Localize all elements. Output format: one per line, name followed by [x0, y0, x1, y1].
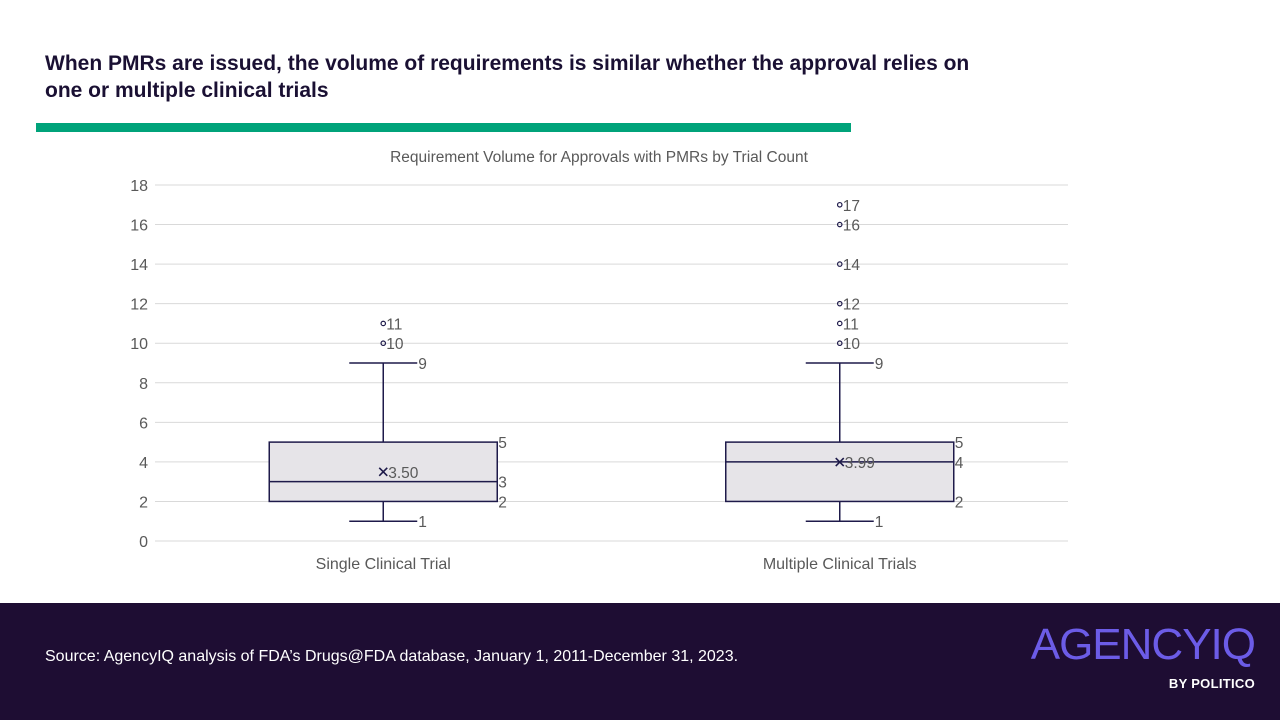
- outlier-point: [836, 261, 843, 267]
- y-tick-label: 4: [139, 455, 148, 472]
- y-tick-label: 18: [130, 178, 148, 195]
- min-label: 1: [875, 514, 884, 531]
- mean-marker: [835, 457, 845, 467]
- iqr-box: [725, 441, 955, 503]
- box-group-0: 9 1 5 2 3 3.50 10 11: [268, 316, 507, 531]
- accent-divider: [36, 123, 851, 132]
- y-tick-label: 0: [139, 534, 148, 551]
- outlier-point: [836, 201, 843, 208]
- median-label: 4: [955, 455, 964, 472]
- source-note: Source: AgencyIQ analysis of FDA’s Drugs…: [45, 648, 739, 665]
- outlier-point: [836, 221, 843, 228]
- q1-label: 2: [955, 494, 964, 511]
- outlier-label: 12: [843, 297, 860, 314]
- outlier-label: 10: [386, 336, 404, 353]
- y-tick-label: 10: [130, 336, 148, 353]
- outlier-label: 11: [843, 316, 859, 333]
- mean-marker: [378, 467, 388, 477]
- outlier-point: [380, 340, 387, 347]
- min-label: 1: [418, 514, 427, 531]
- box-plot-chart: Requirement Volume for Approvals with PM…: [130, 149, 1068, 573]
- x-category-label: Single Clinical Trial: [316, 556, 451, 573]
- mean-label: 3.50: [388, 465, 419, 482]
- outlier-label: 14: [843, 257, 861, 274]
- outlier-point: [836, 300, 843, 307]
- y-tick-label: 14: [130, 257, 148, 274]
- mean-label: 3.99: [845, 455, 875, 472]
- y-tick-label: 6: [139, 415, 148, 432]
- logo-byline: BY POLITICO: [1168, 676, 1255, 691]
- outlier-label: 11: [386, 316, 402, 333]
- q3-label: 5: [498, 435, 507, 452]
- box-group-1: 9 1 5 2 4 3.99 10 11 12 14 16 17: [725, 198, 964, 531]
- q1-label: 2: [498, 494, 507, 511]
- max-label: 9: [418, 356, 427, 373]
- outlier-label: 16: [843, 218, 860, 235]
- footer-band: [0, 603, 1280, 720]
- logo-wordmark: AGENCYIQ: [1030, 620, 1256, 669]
- median-label: 3: [498, 475, 507, 492]
- page-title: When PMRs are issued, the volume of requ…: [45, 52, 970, 102]
- y-tick-label: 2: [139, 494, 148, 511]
- outlier-point: [836, 340, 843, 347]
- y-tick-label: 8: [139, 376, 148, 393]
- chart-title: Requirement Volume for Approvals with PM…: [390, 149, 809, 166]
- agencyiq-logo: AGENCYIQ BY POLITICO: [1010, 620, 1256, 700]
- outlier-point: [380, 320, 387, 327]
- y-tick-label: 16: [130, 218, 148, 235]
- max-label: 9: [875, 356, 884, 373]
- outlier-point: [836, 320, 843, 327]
- outlier-label: 10: [843, 336, 861, 353]
- outlier-label: 17: [843, 198, 860, 215]
- y-tick-label: 12: [130, 297, 148, 314]
- x-category-label: Multiple Clinical Trials: [763, 556, 917, 573]
- q3-label: 5: [955, 435, 964, 452]
